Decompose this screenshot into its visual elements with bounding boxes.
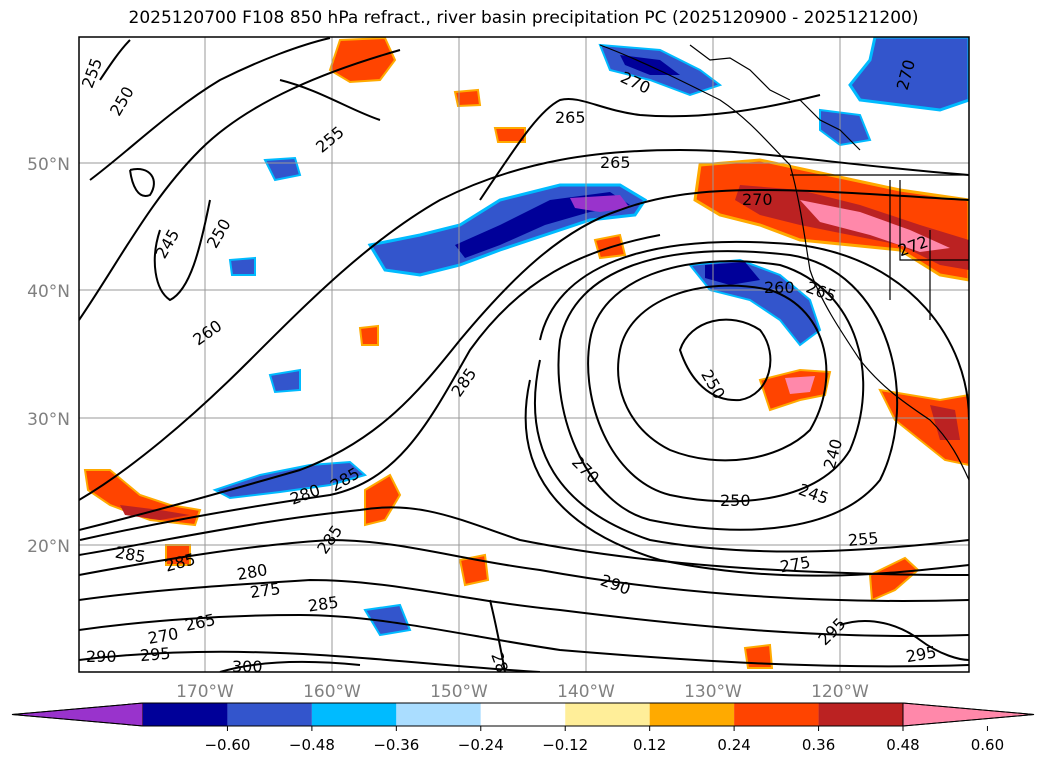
contour-label: 265 [555,108,586,127]
contour-label: 260 [764,278,795,297]
colorbar-tick-label: −0.48 [289,736,335,754]
colorbar-outline [11,702,1035,727]
anomaly-blob [120,505,190,520]
lon-label: 160°W [303,682,361,702]
colorbar-tick-label: 0.48 [886,736,919,754]
coastline [599,44,969,481]
colorbar-segment [11,702,144,727]
anomaly-blob [570,195,630,212]
anomaly-blob [453,88,482,108]
anomaly-blob [620,55,680,75]
anomaly-blob [868,556,920,602]
anomaly-blob [785,376,815,394]
lat-label: 30°N [27,410,70,430]
anomaly-blob [268,368,301,394]
map-frame [78,36,970,673]
anomaly-blob [228,256,256,276]
colorbar-segment [227,703,312,726]
contour-label: 265 [600,153,631,172]
contour-label: 290 [86,647,117,666]
contour-label: 270 [742,190,773,209]
colorbar-segment [649,703,735,726]
colorbar-segment [311,703,397,726]
lon-label: 170°W [176,682,234,702]
colorbar-tick-label: 0.24 [717,736,750,754]
anomaly-blob [212,460,368,500]
contour-label: 250 [720,491,751,510]
lat-label: 20°N [27,537,70,557]
contour-label: 300 [232,657,263,676]
refractivity-contours [79,37,969,672]
contour-label: 255 [847,528,879,550]
figure-title: 2025120700 F108 850 hPa refract., river … [128,8,919,28]
lon-label: 130°W [684,682,742,702]
contour-label: 275 [249,579,282,602]
lat-label: 50°N [27,155,70,175]
colorbar-tick-label: 0.60 [971,736,1004,754]
colorbar-tick-label: −0.60 [204,736,250,754]
anomaly-blob [458,553,490,587]
colorbar-segment [734,703,819,726]
colorbar-segment [818,703,903,726]
longitude-labels: 170°W 160°W 150°W 140°W 130°W 120°W [176,682,869,702]
anomaly-blob [705,262,760,285]
lat-label: 40°N [27,282,70,302]
anomaly-blob [848,37,969,112]
anomaly-blob [328,37,397,84]
colorbar-segment [480,703,566,726]
anomaly-blob [83,469,202,527]
anomaly-blob [358,324,379,346]
latitude-labels: 50°N 40°N 30°N 20°N [27,155,70,557]
colorbar-tick-label: 0.36 [802,736,835,754]
lon-label: 140°W [557,682,615,702]
colorbar-tick-label: −0.12 [542,736,588,754]
colorbar-segment [143,703,228,726]
colorbar-segment [902,702,1035,727]
colorbar-tick-label: 0.12 [633,736,666,754]
lon-label: 120°W [811,682,869,702]
anomaly-blob [800,200,950,252]
contour-label: 295 [139,644,171,666]
anomaly-blob [363,603,412,637]
colorbar-tick-label: −0.24 [458,736,504,754]
contour-label: 285 [307,593,340,616]
colorbar-tick-label: −0.36 [373,736,419,754]
colorbar-segment [396,703,481,726]
lon-label: 150°W [430,682,488,702]
colorbar: −0.60 −0.48 −0.36 −0.24 −0.12 0.12 0.24 0.36 0.4… [11,702,1035,754]
anomaly-blob [819,108,872,147]
anomaly-blob [493,127,526,143]
colorbar-segment [565,703,650,726]
anomaly-blob [930,405,960,440]
